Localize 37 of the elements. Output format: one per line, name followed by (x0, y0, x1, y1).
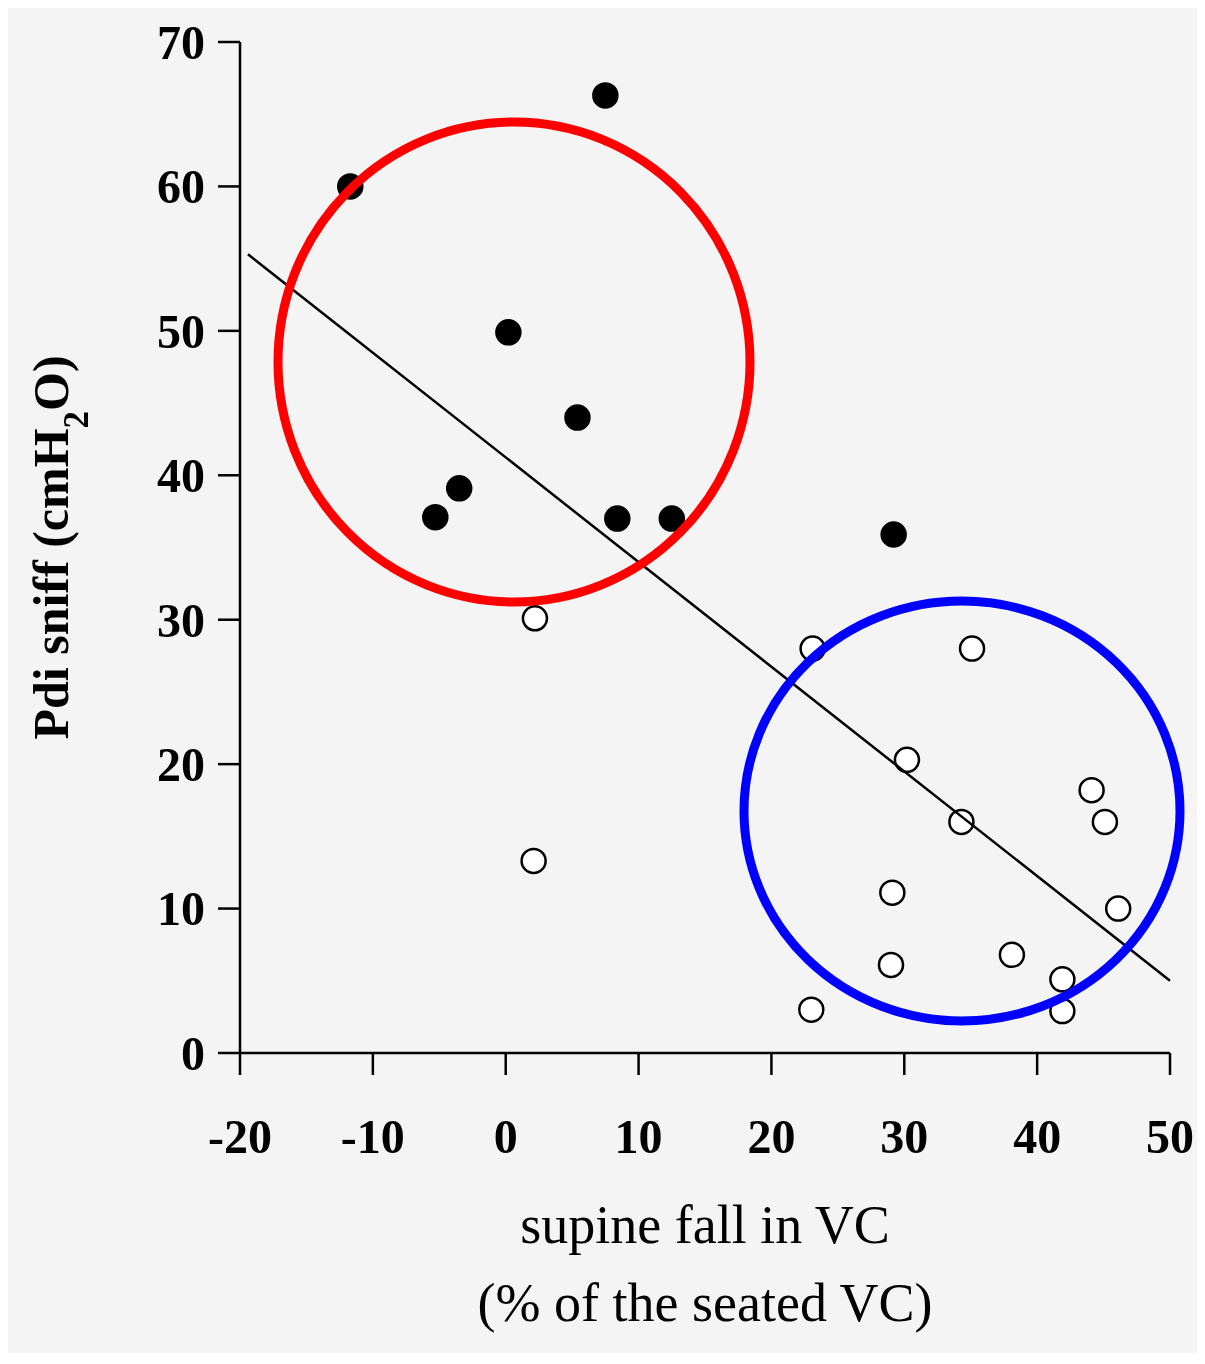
point (958, 635, 986, 662)
y-tick-label: 60 (157, 160, 205, 214)
point (445, 475, 473, 502)
point (893, 746, 921, 774)
y-tick-label: 30 (157, 593, 205, 647)
point (521, 605, 549, 632)
point (877, 951, 905, 979)
x-tick-label: 20 (747, 1110, 796, 1163)
point (879, 879, 906, 906)
point (1049, 966, 1076, 993)
x-tick-label: 0 (493, 1110, 518, 1163)
y-tick-label: 20 (157, 737, 205, 791)
x-tick-label: -10 (340, 1110, 405, 1163)
y-tick-label: 40 (157, 449, 205, 503)
point (998, 941, 1026, 969)
x-tick-label: 30 (880, 1110, 929, 1163)
point (1078, 776, 1105, 804)
y-tick-label: 50 (157, 304, 205, 358)
x-tick-label: -20 (208, 1110, 272, 1163)
y-tick-label: 0 (181, 1026, 205, 1080)
point (495, 319, 522, 346)
y-tick-label: 10 (157, 882, 205, 936)
point (1104, 895, 1132, 922)
point (604, 505, 631, 532)
point (520, 847, 547, 875)
point (422, 503, 449, 531)
point (564, 404, 591, 431)
point (1091, 808, 1119, 836)
y-tick-label: 70 (157, 15, 205, 69)
point (658, 505, 686, 532)
x-tick-label: 10 (614, 1110, 663, 1163)
point (798, 996, 825, 1023)
point (592, 82, 619, 109)
x-axis-title: supine fall in VC (% of the seated VC) (477, 1195, 933, 1333)
x-tick-label: 40 (1013, 1110, 1062, 1163)
point (880, 521, 907, 548)
x-tick-label: 50 (1146, 1110, 1194, 1163)
